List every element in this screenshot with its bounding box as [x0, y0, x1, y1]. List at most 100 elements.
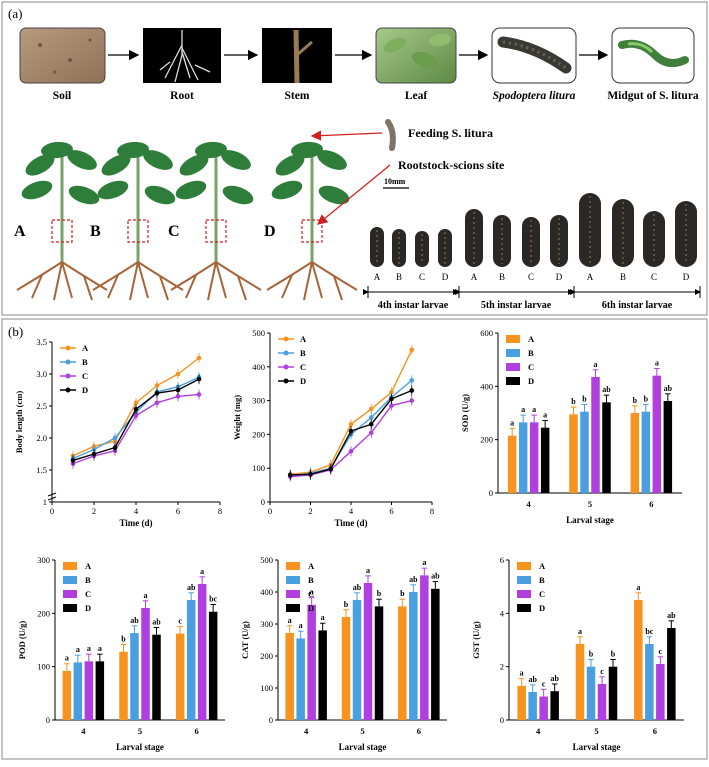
bar-D	[663, 401, 673, 493]
stem-photo	[262, 28, 332, 84]
bar-C	[539, 696, 548, 720]
plant-roots	[266, 261, 358, 301]
legend-label: C	[539, 589, 545, 599]
legend-swatch	[286, 604, 300, 612]
significance-letter: b	[582, 394, 587, 403]
legend-swatch	[63, 562, 77, 570]
legend-label: B	[308, 575, 314, 585]
y-tick-label: 200	[480, 435, 493, 445]
scale-bar: 10mm	[383, 177, 409, 189]
data-point-C	[348, 449, 354, 454]
y-axis-label: Body length (cm)	[14, 391, 24, 454]
significance-letter: a	[288, 616, 292, 625]
feeding-annotation: Feeding S. litura	[310, 119, 493, 151]
bar-A	[398, 606, 407, 720]
data-point-A	[348, 421, 354, 427]
bar-A	[119, 651, 128, 720]
significance-letter: c	[600, 667, 604, 676]
legend-marker	[65, 373, 71, 379]
y-tick-label: 100	[260, 683, 273, 693]
data-point-D	[175, 387, 181, 393]
y-tick-label: 2	[500, 662, 504, 672]
legend-swatch	[506, 377, 520, 385]
flow-label-stem: Stem	[285, 90, 310, 102]
larva	[550, 215, 568, 267]
category-label: 5	[360, 726, 364, 736]
bar-C	[652, 375, 662, 493]
axis-break-mark	[47, 496, 57, 501]
category-label: 6	[653, 726, 657, 736]
legend-label: A	[85, 561, 92, 571]
bar-A	[517, 685, 526, 720]
legend-label: B	[82, 357, 88, 367]
legend-label: C	[528, 362, 534, 372]
significance-letter: a	[594, 360, 598, 369]
bar-A	[575, 644, 585, 720]
legend-marker	[283, 364, 289, 370]
data-point-D	[196, 376, 202, 382]
y-tick-label: 0	[500, 715, 504, 725]
legend-label: B	[300, 348, 306, 358]
larva-label: B	[620, 272, 626, 282]
legend-swatch	[506, 335, 520, 343]
legend-label: A	[528, 334, 535, 344]
significance-letter: a	[422, 558, 426, 567]
legend-label: B	[528, 348, 534, 358]
plant-roots	[16, 261, 108, 301]
legend-marker	[65, 359, 71, 365]
data-point-D	[409, 388, 415, 393]
bar-B	[352, 600, 362, 720]
graft-site-box	[301, 219, 323, 243]
significance-letter: a	[543, 410, 547, 419]
legend-swatch	[63, 576, 77, 584]
legend-label: D	[308, 603, 314, 613]
bar-C	[656, 664, 665, 720]
significance-letter: ab	[528, 675, 537, 684]
bar-B	[186, 600, 196, 720]
legend-label: A	[539, 561, 546, 571]
plant-a: A	[14, 141, 108, 301]
y-tick-label: 3.5	[36, 337, 47, 347]
legend-label: C	[308, 589, 314, 599]
significance-letter: a	[310, 588, 314, 597]
significance-letter: a	[65, 654, 69, 663]
data-point-D	[154, 390, 160, 396]
plant-b: B	[90, 141, 184, 301]
y-axis-label: POD (U/g)	[17, 621, 27, 660]
significance-letter: ab	[431, 572, 440, 581]
bar-D	[318, 630, 327, 720]
bar-B	[641, 411, 651, 493]
significance-letter: a	[366, 566, 370, 575]
y-tick-label: 400	[252, 362, 265, 372]
plant-leaf	[143, 150, 173, 170]
bar-A	[634, 600, 643, 720]
category-label: 5	[138, 726, 142, 736]
legend-marker	[283, 336, 289, 342]
legend-label: D	[82, 385, 88, 395]
legend-swatch	[517, 576, 531, 584]
bar-D	[667, 628, 676, 720]
y-tick-label: 1	[43, 497, 47, 507]
plant-label-a: A	[14, 223, 26, 240]
legend-label: D	[85, 603, 91, 613]
y-tick-label: 1.5	[36, 465, 47, 475]
plant-leaf	[175, 180, 207, 200]
category-label: 4	[304, 726, 309, 736]
data-point-C	[196, 392, 202, 397]
y-tick-label: 200	[37, 608, 50, 618]
significance-letter: ab	[353, 583, 362, 592]
legend-swatch	[63, 590, 77, 598]
flow-label-midgut: Midgut of S. litura	[607, 90, 699, 102]
bar-D	[152, 634, 161, 720]
y-tick-label: 100	[37, 662, 50, 672]
bar-D	[95, 661, 105, 720]
legend-swatch	[517, 590, 531, 598]
y-tick-label: 200	[260, 651, 273, 661]
significance-letter: a	[200, 567, 204, 576]
larva-label: A	[471, 272, 478, 282]
plant-leaf	[41, 141, 73, 159]
significance-letter: a	[299, 621, 303, 630]
data-point-C	[368, 430, 374, 436]
flow-label-leaf: Leaf	[405, 90, 428, 102]
